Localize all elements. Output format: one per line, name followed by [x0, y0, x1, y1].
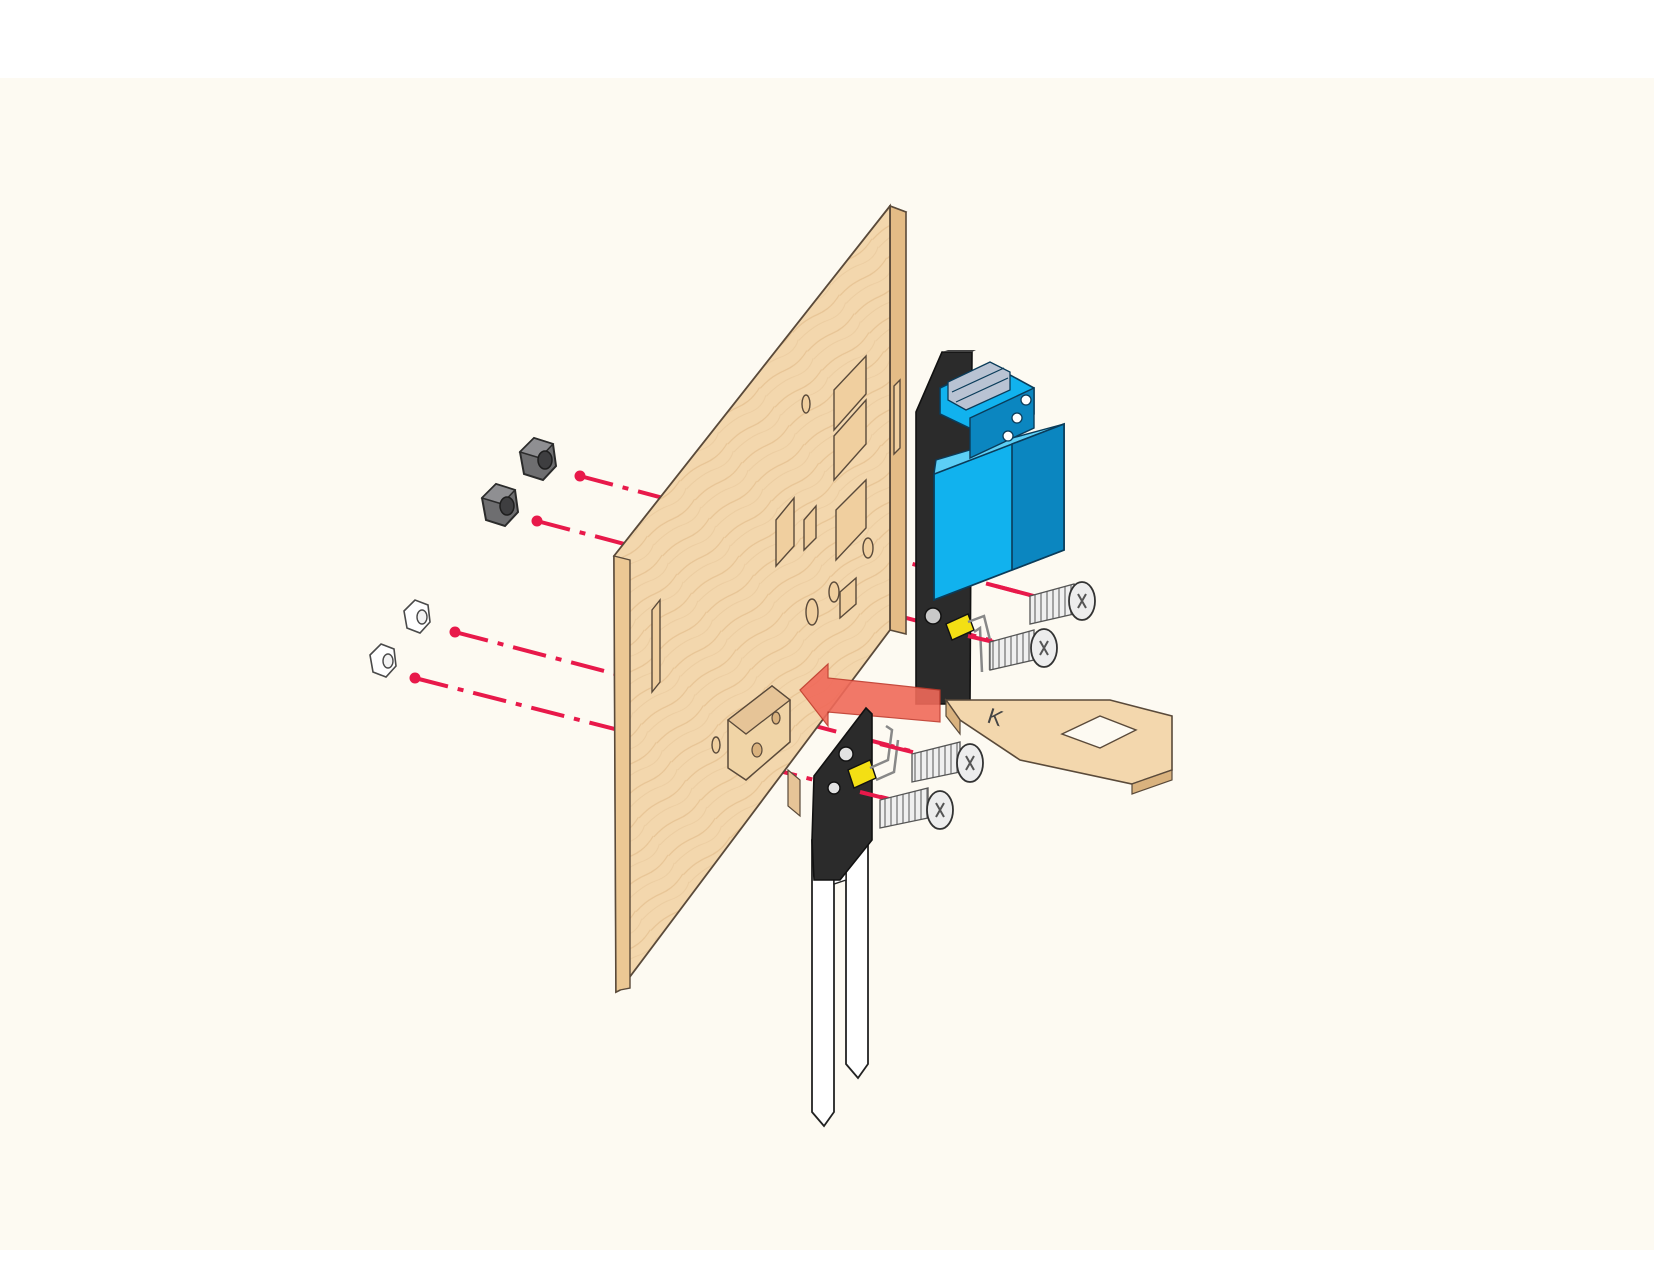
- screw: [989, 628, 1058, 671]
- large-hex-nut: [480, 482, 520, 528]
- screw: [879, 787, 954, 830]
- base-panel: [612, 203, 908, 994]
- screw: [1029, 581, 1096, 625]
- relay-module: [915, 350, 1065, 705]
- screw: [911, 741, 984, 783]
- wooden-clip: K: [944, 698, 1173, 795]
- small-hex-nut: [369, 643, 397, 678]
- small-wooden-block: [726, 685, 801, 818]
- insert-arrow: [799, 662, 941, 728]
- large-hex-nut: [518, 436, 558, 482]
- small-hex-nut: [403, 599, 431, 634]
- guide-dots: [409, 470, 586, 684]
- soil-moisture-probe: [811, 706, 900, 1128]
